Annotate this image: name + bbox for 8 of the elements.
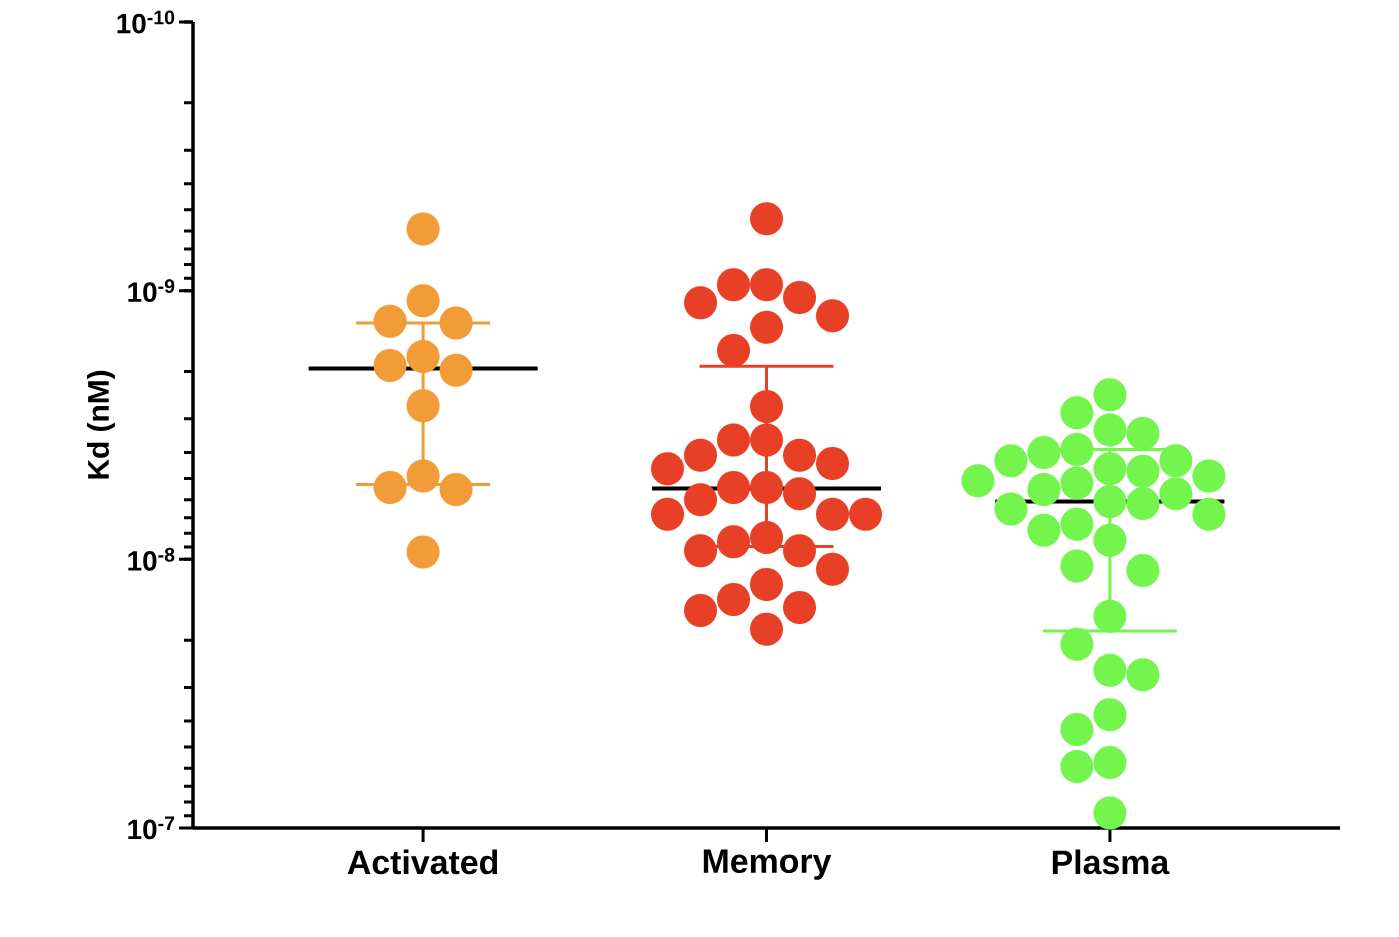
y-tick-label: 10$^{-8}$ xyxy=(128,547,175,571)
y-axis-title: Kd (nM) xyxy=(87,370,115,479)
y-tick-label: 10$^{-9}$ xyxy=(128,279,175,303)
x-tick-label: Plasma xyxy=(1052,849,1170,875)
y-tick-label: 10$^{-10}$ xyxy=(117,10,175,34)
x-tick-label: Memory xyxy=(703,849,832,880)
y-tick-label: 10$^{-7}$ xyxy=(128,816,175,840)
x-tick-label: Activated xyxy=(347,849,498,875)
